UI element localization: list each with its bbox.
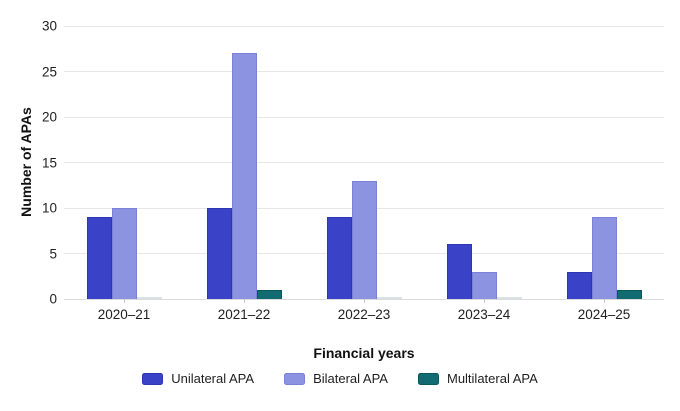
bar-bilateral-apa-2021-22[interactable] (231, 53, 257, 299)
bar-multilateral-apa-2024-25[interactable] (616, 289, 642, 299)
gridline (64, 116, 664, 118)
legend-swatch-multilateral-apa (417, 372, 439, 385)
x-tick-mark-2024-25 (603, 299, 605, 303)
legend-item-bilateral-apa[interactable]: Bilateral APA (284, 371, 388, 386)
y-tick-label-5: 5 (49, 245, 57, 261)
bar-multilateral-apa-2021-22[interactable] (256, 289, 282, 299)
y-tick-label-20: 20 (41, 109, 57, 125)
bar-multilateral-apa-2023-24[interactable] (496, 297, 522, 299)
bar-unilateral-apa-2021-22[interactable] (206, 208, 232, 299)
gridline (64, 162, 664, 163)
bar-multilateral-apa-2022-23[interactable] (376, 297, 402, 299)
bar-multilateral-apa-2020-21[interactable] (136, 297, 162, 299)
x-tick-label-2020-21: 2020–21 (97, 307, 151, 322)
y-axis-tick-labels: 0 5 10 15 20 25 30 (0, 19, 57, 305)
x-tick-mark-2023-24 (483, 299, 485, 303)
x-tick-label-2023-24: 2023–24 (457, 307, 511, 322)
bar-bilateral-apa-2020-21[interactable] (111, 208, 137, 299)
x-tick-label-2024-25: 2024–25 (577, 307, 631, 322)
bar-unilateral-apa-2024-25[interactable] (566, 271, 592, 299)
x-tick-label-2022-23: 2022–23 (337, 307, 391, 322)
legend-label-bilateral-apa: Bilateral APA (313, 371, 388, 386)
y-tick-label-25: 25 (41, 63, 57, 79)
y-tick-label-10: 10 (41, 200, 57, 216)
legend-swatch-bilateral-apa (284, 372, 306, 385)
legend-label-multilateral-apa: Multilateral APA (446, 371, 538, 386)
bar-unilateral-apa-2020-21[interactable] (86, 217, 112, 299)
y-tick-label-30: 30 (41, 18, 57, 34)
bar-unilateral-apa-2022-23[interactable] (326, 217, 352, 299)
gridline (64, 71, 664, 72)
y-tick-label-0: 0 (49, 291, 57, 307)
gridline (64, 25, 664, 27)
legend-item-unilateral-apa[interactable]: Unilateral APA (142, 371, 254, 386)
legend-label-unilateral-apa: Unilateral APA (171, 371, 255, 386)
plot-area (64, 25, 664, 300)
legend-swatch-unilateral-apa (142, 372, 164, 385)
x-tick-mark-2021-22 (243, 299, 245, 303)
legend: Unilateral APA Bilateral APA Multilateral … (0, 371, 680, 386)
y-tick-label-15: 15 (41, 154, 57, 170)
bar-bilateral-apa-2022-23[interactable] (351, 180, 377, 299)
x-tick-label-2021-22: 2021–22 (217, 307, 271, 322)
legend-item-multilateral-apa[interactable]: Multilateral APA (417, 371, 538, 386)
x-tick-mark-2020-21 (123, 299, 125, 303)
bar-bilateral-apa-2024-25[interactable] (591, 217, 617, 299)
x-axis-title: Financial years (313, 345, 415, 361)
bar-bilateral-apa-2023-24[interactable] (471, 271, 497, 299)
bar-unilateral-apa-2023-24[interactable] (446, 244, 472, 299)
x-tick-mark-2022-23 (363, 299, 365, 303)
